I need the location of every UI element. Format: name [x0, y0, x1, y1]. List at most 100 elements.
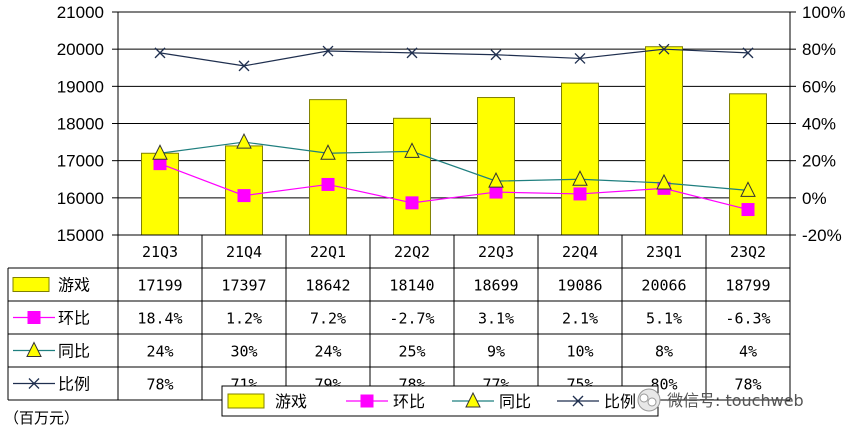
- right-tick-label: 0%: [802, 189, 827, 208]
- x-marker: [574, 52, 586, 64]
- bar: [393, 117, 431, 236]
- gridlines: [118, 11, 790, 236]
- triangle-marker: [236, 132, 252, 149]
- triangle-marker: [465, 391, 481, 408]
- x-marker: [28, 378, 40, 389]
- left-tick-label: 18000: [57, 115, 104, 134]
- x-marker: [490, 49, 502, 61]
- legend-label: 同比: [499, 392, 531, 411]
- bar: [309, 99, 347, 236]
- category-label: 22Q1: [310, 243, 346, 261]
- triangle-marker: [26, 341, 42, 357]
- bar: [477, 97, 515, 236]
- right-tick-label: 60%: [802, 77, 836, 96]
- legend: 游戏 环比 同比 比例: [221, 385, 659, 417]
- x-marker: [742, 47, 754, 59]
- data-label: 78%: [734, 376, 761, 394]
- data-label: 24%: [314, 343, 341, 361]
- triangle-marker: [404, 142, 420, 158]
- data-label: 1.2%: [226, 310, 262, 328]
- x-marker-stroke: [742, 47, 754, 59]
- square-marker: [360, 394, 374, 408]
- left-tick-label: 15000: [57, 226, 104, 245]
- left-tick-label: 17000: [57, 152, 104, 171]
- series-line: [159, 48, 749, 67]
- line-series: [152, 43, 756, 217]
- data-label: 78%: [146, 376, 173, 394]
- triangle-marker: [572, 170, 588, 186]
- right-tick-label: -20%: [802, 226, 842, 245]
- bar-key: [12, 277, 50, 292]
- right-tick-label: 40%: [802, 115, 836, 134]
- data-label: 10%: [566, 343, 593, 361]
- data-label: 18642: [305, 277, 350, 295]
- data-label: 5.1%: [646, 310, 682, 328]
- watermark-text: 微信号: touchweb: [667, 391, 804, 410]
- triangle-marker: [320, 144, 336, 160]
- data-label: 20066: [641, 277, 686, 295]
- unit-label: （百万元）: [4, 409, 79, 427]
- row-label: 比例: [58, 375, 90, 394]
- triangle-marker: [488, 171, 504, 188]
- x-marker: [322, 45, 334, 57]
- data-label: 18699: [473, 277, 518, 295]
- x-marker: [238, 60, 250, 72]
- x-marker-stroke: [658, 43, 670, 55]
- right-tick-label: 80%: [802, 40, 836, 59]
- square-marker: [405, 196, 419, 210]
- series-line: [159, 141, 749, 191]
- triangle-marker: [656, 173, 672, 190]
- wechat-icon-bubble: [647, 397, 657, 407]
- data-label: 7.2%: [310, 310, 346, 328]
- square-marker: [321, 177, 335, 191]
- left-tick-label: 16000: [57, 189, 104, 208]
- category-label: 23Q2: [730, 243, 766, 261]
- x-marker-stroke: [490, 49, 502, 61]
- category-label: 22Q2: [394, 243, 430, 261]
- category-label: 22Q4: [562, 243, 598, 261]
- data-label: 25%: [398, 343, 425, 361]
- square-marker: [27, 311, 41, 324]
- bar: [645, 46, 683, 236]
- data-label: 18140: [389, 277, 434, 295]
- square-marker: [237, 189, 251, 203]
- left-tick-label: 21000: [57, 3, 104, 22]
- legend-label: 比例: [604, 392, 636, 411]
- x-marker-stroke: [574, 52, 586, 64]
- data-label: -6.3%: [725, 310, 770, 328]
- data-label: 9%: [487, 343, 505, 361]
- triangle-marker: [740, 181, 756, 197]
- x-marker-stroke: [238, 60, 250, 72]
- data-label: 18.4%: [137, 310, 182, 328]
- row-label: 游戏: [58, 276, 90, 295]
- right-tick-label: 100%: [802, 3, 845, 22]
- wechat-icon-bubble: [639, 393, 649, 403]
- category-label: 23Q1: [646, 243, 682, 261]
- data-label: 17397: [221, 277, 266, 295]
- x-marker: [572, 395, 584, 407]
- data-label: 3.1%: [478, 310, 514, 328]
- data-label: 4%: [739, 343, 757, 361]
- square-marker: [573, 187, 587, 201]
- data-label: 17199: [137, 277, 182, 295]
- x-marker-stroke: [322, 45, 334, 57]
- data-label: 19086: [557, 277, 602, 295]
- category-label: 22Q3: [478, 243, 514, 261]
- left-tick-label: 19000: [57, 77, 104, 96]
- data-label: 24%: [146, 343, 173, 361]
- data-label: 18799: [725, 277, 770, 295]
- bar-key: [227, 393, 265, 409]
- x-marker-stroke: [572, 395, 584, 407]
- x-marker-stroke: [28, 378, 40, 389]
- x-marker-stroke: [154, 47, 166, 59]
- data-label: 2.1%: [562, 310, 598, 328]
- category-label: 21Q3: [142, 243, 178, 261]
- data-label: -2.7%: [389, 310, 434, 328]
- x-marker: [658, 43, 670, 55]
- x-marker-stroke: [406, 47, 418, 59]
- series-line: [159, 163, 749, 211]
- right-tick-label: 20%: [802, 152, 836, 171]
- data-table: 21Q3 21Q4 22Q1 22Q2 22Q3 22Q4 23Q1 23Q2 游戏 17199 1…: [7, 234, 791, 401]
- x-marker: [406, 47, 418, 59]
